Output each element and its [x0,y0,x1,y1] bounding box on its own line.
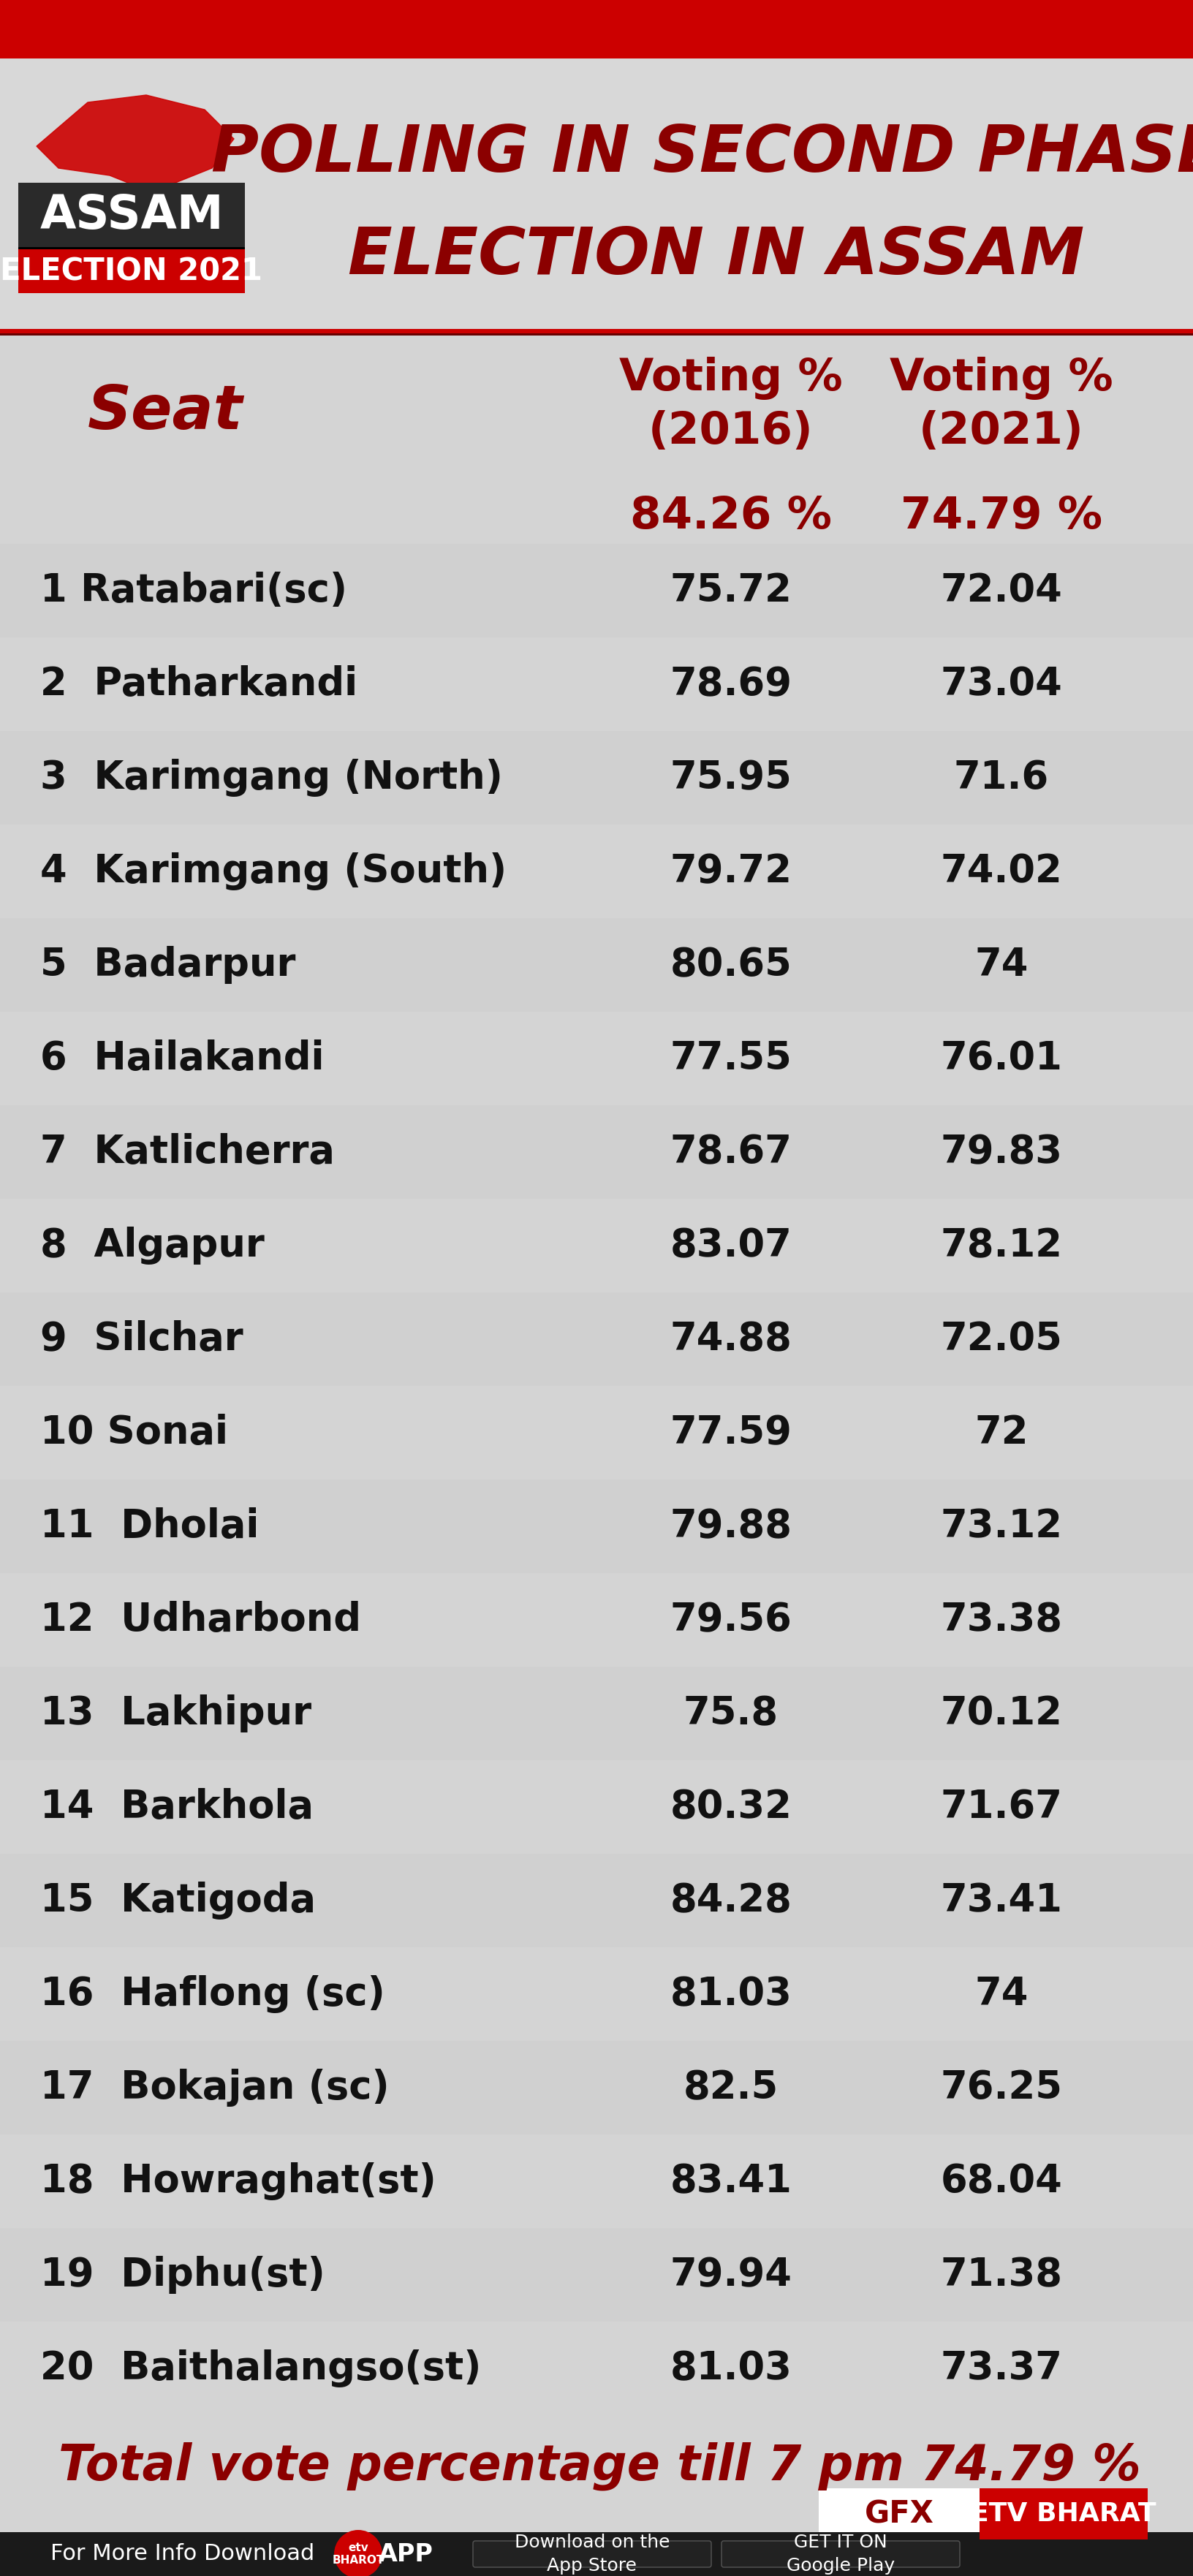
Text: ELECTION IN ASSAM: ELECTION IN ASSAM [348,224,1084,289]
Text: 3  Karimgang (North): 3 Karimgang (North) [41,760,502,796]
Text: For More Info Download: For More Info Download [50,2543,315,2566]
Text: 73.12: 73.12 [940,1507,1062,1546]
Text: 84.28: 84.28 [669,1880,791,1919]
Text: 82.5: 82.5 [684,2069,778,2107]
Bar [0,0,1193,59]
Text: 81.03: 81.03 [669,2349,791,2388]
Text: 78.12: 78.12 [940,1226,1062,1265]
Text: 74.02: 74.02 [940,853,1062,891]
Text: 71.38: 71.38 [940,2257,1062,2293]
Bar [0,917,1193,1012]
Text: 18  Howraghat(st): 18 Howraghat(st) [41,2161,435,2200]
Text: Seat: Seat [87,384,243,443]
Text: 74.88: 74.88 [669,1319,791,1358]
Text: 77.59: 77.59 [669,1414,791,1453]
Text: GET IT ON
Google Play: GET IT ON Google Play [786,2535,895,2573]
Text: 73.37: 73.37 [940,2349,1062,2388]
Text: 75.72: 75.72 [669,572,791,611]
Text: 72.04: 72.04 [940,572,1062,611]
Text: 2  Patharkandi: 2 Patharkandi [41,665,358,703]
Text: 73.41: 73.41 [940,1880,1062,1919]
Text: 15  Katigoda: 15 Katigoda [41,1880,316,1919]
Text: 20  Baithalangso(st): 20 Baithalangso(st) [41,2349,481,2388]
Text: 71.6: 71.6 [953,760,1049,796]
Bar [818,2488,1146,2540]
Bar [0,732,1193,824]
Text: 74.79 %: 74.79 % [900,495,1101,538]
Text: 73.04: 73.04 [940,665,1062,703]
Text: 8  Algapur: 8 Algapur [41,1226,265,1265]
Text: 4  Karimgang (South): 4 Karimgang (South) [41,853,506,891]
Text: APP: APP [378,2543,433,2566]
FancyBboxPatch shape [472,2540,711,2568]
Text: Voting %
(2016): Voting % (2016) [619,358,842,453]
Text: 75.95: 75.95 [669,760,791,796]
Text: 71.67: 71.67 [940,1788,1062,1826]
Text: GFX: GFX [864,2499,933,2530]
Text: 78.67: 78.67 [669,1133,792,1172]
Text: Total vote percentage till 7 pm 74.79 %: Total vote percentage till 7 pm 74.79 % [58,2442,1141,2491]
Text: 75.8: 75.8 [684,1695,778,1734]
Text: 78.69: 78.69 [669,665,792,703]
Text: Voting %
(2021): Voting % (2021) [889,358,1113,453]
Text: 10 Sonai: 10 Sonai [41,1414,228,1453]
Bar [0,1293,1193,1386]
Bar [18,250,245,294]
Bar [0,59,1193,330]
Text: 83.41: 83.41 [669,2161,791,2200]
Bar [0,1855,1193,1947]
Text: 6  Hailakandi: 6 Hailakandi [41,1041,324,1077]
Text: 80.65: 80.65 [669,945,791,984]
Text: 72: 72 [973,1414,1027,1453]
Text: etv
BHAROT: etv BHAROT [332,2543,384,2566]
Text: POLLING IN SECOND PHASE: POLLING IN SECOND PHASE [211,121,1193,185]
Bar [18,183,245,247]
Text: 19  Diphu(st): 19 Diphu(st) [41,2257,324,2293]
Text: 7  Katlicherra: 7 Katlicherra [41,1133,334,1172]
Text: 17  Bokajan (sc): 17 Bokajan (sc) [41,2069,389,2107]
Bar [0,544,1193,636]
Polygon shape [37,95,234,191]
Bar [0,1667,1193,1759]
Text: 79.83: 79.83 [940,1133,1062,1172]
Bar [0,330,1193,332]
Text: 14  Barkhola: 14 Barkhola [41,1788,314,1826]
Text: 16  Haflong (sc): 16 Haflong (sc) [41,1976,385,2012]
Text: 9  Silchar: 9 Silchar [41,1319,243,1358]
Text: 76.01: 76.01 [940,1041,1062,1077]
Text: 77.55: 77.55 [669,1041,791,1077]
Bar [0,2040,1193,2136]
Bar [0,2532,1193,2576]
Text: 13  Lakhipur: 13 Lakhipur [41,1695,311,1734]
Text: 79.72: 79.72 [669,853,792,891]
Text: Download on the
App Store: Download on the App Store [514,2535,669,2573]
Text: 79.56: 79.56 [669,1600,791,1638]
Bar [979,2488,1146,2540]
Text: 12  Udharbond: 12 Udharbond [41,1600,361,1638]
Bar [0,1479,1193,1574]
Text: 81.03: 81.03 [669,1976,791,2012]
Text: 80.32: 80.32 [669,1788,791,1826]
Text: 84.26 %: 84.26 % [630,495,832,538]
Text: 74: 74 [973,1976,1027,2012]
Text: 83.07: 83.07 [669,1226,791,1265]
Text: 11  Dholai: 11 Dholai [41,1507,259,1546]
Text: 68.04: 68.04 [940,2161,1062,2200]
Text: 76.25: 76.25 [940,2069,1062,2107]
Text: ETV BHARAT: ETV BHARAT [970,2501,1156,2527]
Circle shape [334,2530,382,2576]
Bar [0,1105,1193,1198]
Text: 79.88: 79.88 [669,1507,792,1546]
Text: 72.05: 72.05 [940,1319,1062,1358]
Text: ELECTION 2021: ELECTION 2021 [0,255,262,286]
FancyBboxPatch shape [721,2540,959,2568]
Text: 73.38: 73.38 [940,1600,1062,1638]
Text: 70.12: 70.12 [940,1695,1062,1734]
Text: 79.94: 79.94 [669,2257,791,2293]
Text: ASSAM: ASSAM [39,193,223,240]
Text: 74: 74 [973,945,1027,984]
Text: 5  Badarpur: 5 Badarpur [41,945,296,984]
Text: 1 Ratabari(sc): 1 Ratabari(sc) [41,572,347,611]
Bar [0,2228,1193,2321]
